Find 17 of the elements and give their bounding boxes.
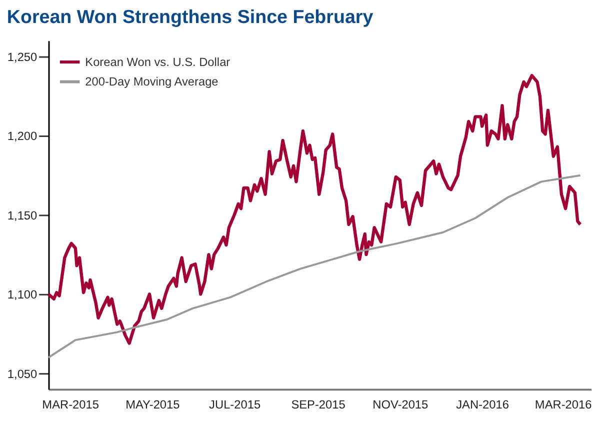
legend-label: Korean Won vs. U.S. Dollar (85, 54, 230, 69)
x-tick-label: SEP-2015 (291, 398, 346, 412)
x-tick-label: JAN-2016 (456, 398, 510, 412)
x-tick-label: NOV-2015 (372, 398, 429, 412)
legend-label: 200-Day Moving Average (85, 74, 219, 89)
line-series (48, 174, 582, 359)
x-tick-label: MAY-2015 (126, 398, 180, 412)
x-tick-label: JUL-2015 (209, 398, 261, 412)
y-tick-label: 1,150 (7, 208, 38, 222)
y-tick-label: 1,200 (7, 129, 38, 144)
y-tick-label: 1,100 (7, 288, 38, 302)
y-tick-label: 1,050 (7, 366, 38, 381)
line-series (46, 74, 582, 345)
x-tick-label: MAR-2016 (534, 398, 592, 412)
x-tick-label: MAR-2015 (42, 398, 100, 412)
chart-title: Korean Won Strengthens Since February (6, 6, 374, 27)
y-tick-label: 1,250 (7, 50, 38, 64)
